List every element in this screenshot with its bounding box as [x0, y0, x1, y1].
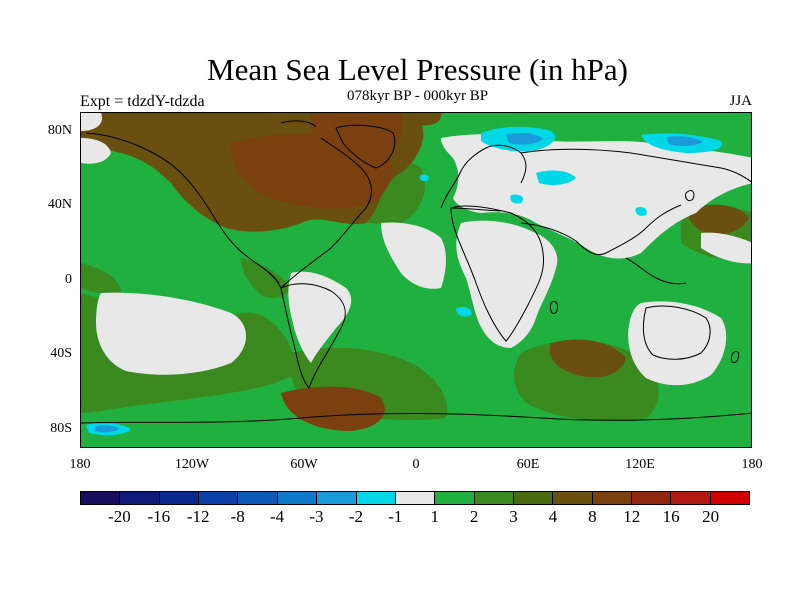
colorbar-swatch: [632, 492, 672, 504]
light-arctic-east: [81, 113, 103, 131]
colorbar-swatch: [395, 492, 436, 504]
colorbar-label: -3: [309, 507, 324, 526]
blue-antarctic-core: [95, 425, 119, 433]
colorbar-swatch: [81, 492, 121, 504]
coast-antarctica: [81, 412, 751, 424]
lon-label-120w: 120W: [174, 457, 210, 472]
coast-mediterranean: [450, 207, 502, 212]
light-australia: [628, 301, 727, 386]
coast-central-america: [255, 262, 280, 284]
colorbar-swatch: [238, 492, 278, 504]
lon-label-0: 0: [412, 457, 420, 472]
light-eurasia: [441, 134, 751, 259]
lon-label-180e: 180: [741, 457, 763, 472]
pressure-anomaly-map: [81, 113, 751, 447]
coast-arctic-islands: [280, 120, 317, 128]
colorbar-label: -12: [186, 507, 210, 526]
olive-east-pacific: [81, 263, 121, 294]
cyan-east-asia: [635, 206, 647, 216]
light-pacific-tropical: [701, 232, 751, 264]
coast-new-zealand: [730, 350, 740, 364]
colorbar-label: 20: [702, 507, 720, 526]
blue-arctic-siberia-core: [506, 132, 543, 145]
colorbar-swatch: [317, 492, 357, 504]
cyan-southern-africa: [456, 306, 472, 317]
lon-label-180w: 180: [69, 457, 91, 472]
colorbar-label: 4: [548, 507, 558, 526]
cyan-north-atlantic-small: [419, 174, 429, 182]
brown-southern-ocean-atlantic: [281, 386, 385, 431]
colorbar-swatch: [553, 492, 593, 504]
colorbar: [80, 491, 750, 505]
colorbar-label: -16: [147, 507, 171, 526]
colorbar-label: 2: [469, 507, 479, 526]
colorbar-label: 3: [509, 507, 518, 526]
colorbar-swatch: [513, 492, 554, 504]
colorbar-swatch: [435, 492, 475, 504]
light-africa: [456, 220, 558, 348]
light-north-atlantic-strip: [381, 222, 446, 289]
coast-asia: [520, 148, 751, 183]
coast-north-america: [85, 132, 372, 289]
lat-label-40s: 40S: [50, 346, 72, 361]
lat-label-0: 0: [65, 272, 72, 287]
lon-label-60w: 60W: [290, 457, 318, 472]
colorbar-swatch: [474, 492, 514, 504]
cyan-caspian: [510, 194, 523, 204]
experiment-label: Expt = tdzdY-tdzda: [80, 93, 205, 110]
colorbar-label: -20: [108, 507, 131, 526]
brown-greenland: [311, 113, 403, 168]
colorbar-label: 12: [623, 507, 641, 526]
map-frame: [80, 112, 752, 448]
coast-madagascar: [550, 300, 558, 314]
colorbar-swatch: [710, 492, 750, 504]
colorbar-swatch: [592, 492, 633, 504]
coast-south-america: [280, 283, 346, 389]
coast-australia: [642, 305, 711, 360]
light-regions: [81, 113, 751, 386]
olive-south-pacific-east: [241, 258, 291, 299]
brown-north-pacific: [688, 204, 749, 235]
lat-label-80s: 80S: [50, 421, 72, 436]
light-east-pacific: [81, 138, 111, 164]
lat-label-40n: 40N: [47, 197, 72, 212]
light-south-pacific: [96, 292, 246, 375]
colorbar-swatch: [671, 492, 711, 504]
blue-east-siberia-core: [666, 136, 703, 147]
coast-japan: [685, 190, 695, 202]
coast-southeast-asia: [625, 257, 687, 285]
season-label: JJA: [729, 93, 752, 109]
colorbar-swatch: [199, 492, 239, 504]
chart-subtitle: 078kyr BP - 000kyr BP: [346, 88, 489, 104]
brown-south-indian: [549, 339, 626, 378]
colorbar-swatch: [356, 492, 396, 504]
coast-africa: [450, 205, 545, 342]
lat-label-80n: 80N: [47, 123, 72, 138]
coastlines: [81, 120, 751, 424]
colorbar-label: -2: [348, 507, 363, 526]
colorbar-label: 1: [430, 507, 439, 526]
brown-arctic-east: [411, 113, 442, 126]
colorbar-label: 8: [588, 507, 597, 526]
coast-europe: [440, 144, 527, 209]
colorbar-label: -4: [269, 507, 285, 526]
coast-south-asia: [520, 204, 682, 256]
lon-label-120e: 120E: [625, 457, 655, 472]
colorbar-swatch: [120, 492, 160, 504]
colorbar-label: 16: [662, 507, 680, 526]
colorbar-label: -8: [230, 507, 245, 526]
colorbar-label: -1: [388, 507, 403, 526]
chart-title: Mean Sea Level Pressure (in hPa): [207, 52, 628, 87]
colorbar-swatch: [277, 492, 318, 504]
lon-label-60e: 60E: [516, 457, 540, 472]
cyan-central-asia: [536, 170, 576, 186]
coast-greenland: [335, 124, 396, 169]
colorbar-swatch: [159, 492, 200, 504]
